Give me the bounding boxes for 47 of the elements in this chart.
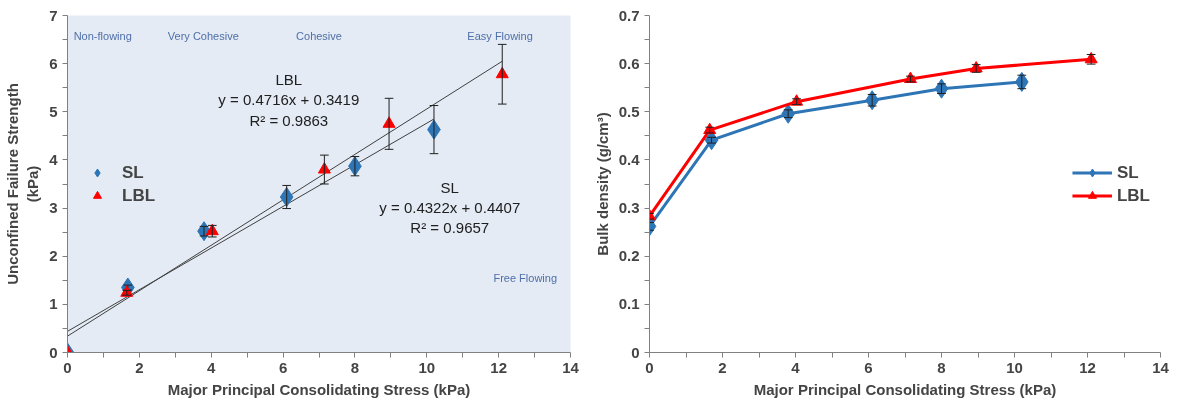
- x-tick-label: 12: [1079, 358, 1096, 376]
- annotation: LBL y = 0.4716x + 0.3419 R² = 0.9863: [218, 70, 360, 129]
- x-tick-label: 4: [791, 358, 801, 376]
- y-tick-label: 0.2: [618, 247, 640, 265]
- x-tick-label: 0: [63, 358, 72, 376]
- x-tick-label: 8: [937, 358, 946, 376]
- y-axis-title: Unconfined Failure Strength (kPa): [3, 83, 42, 285]
- y-tick-label: 0.1: [618, 295, 640, 313]
- y-tick-label: 2: [49, 247, 58, 265]
- annotation: Cohesive: [296, 29, 342, 42]
- y-tick-label: 4: [49, 150, 59, 168]
- x-axis-title: Major Principal Consolidating Stress (kPa): [167, 380, 471, 398]
- y-tick-label: 0.3: [618, 199, 640, 217]
- y-tick-label: 5: [49, 102, 58, 120]
- x-tick-label: 2: [135, 358, 144, 376]
- annotation: Easy Flowing: [467, 29, 533, 42]
- y-tick-label: 0.6: [618, 54, 640, 72]
- x-tick-label: 0: [645, 358, 654, 376]
- y-tick-label: 0: [631, 343, 640, 361]
- x-axis-title: Major Principal Consolidating Stress (kPa): [753, 380, 1057, 398]
- annotation: Free Flowing: [493, 272, 558, 285]
- x-tick-label: 14: [1152, 358, 1170, 376]
- annotation: Non-flowing: [73, 29, 132, 42]
- x-tick-label: 8: [350, 358, 360, 376]
- y-tick-label: 1: [49, 295, 58, 313]
- y-tick-label: 7: [49, 6, 58, 24]
- legend-label: LBL: [1116, 185, 1150, 205]
- x-tick-label: 10: [1006, 358, 1023, 376]
- y-tick-label: 0.7: [618, 6, 640, 24]
- y-tick-label: 3: [49, 199, 58, 217]
- x-tick-label: 12: [490, 358, 507, 376]
- annotation: Very Cohesive: [167, 29, 239, 42]
- legend-label: SL: [1116, 162, 1139, 182]
- legend-label: LBL: [122, 185, 156, 205]
- y-tick-label: 6: [49, 54, 58, 72]
- x-tick-label: 10: [418, 358, 436, 376]
- y-axis-title: Bulk density (g/cm³): [593, 112, 611, 256]
- legend-label: SL: [122, 162, 144, 182]
- y-tick-label: 0.5: [618, 102, 640, 120]
- annotation: SL y = 0.4322x + 0.4407 R² = 0.9657: [379, 178, 521, 237]
- y-tick-label: 0: [49, 343, 58, 361]
- x-tick-label: 14: [562, 358, 580, 376]
- x-tick-label: 4: [207, 358, 217, 376]
- x-tick-label: 6: [864, 358, 873, 376]
- x-tick-label: 6: [278, 358, 288, 376]
- y-tick-label: 0.4: [618, 150, 641, 168]
- x-tick-label: 2: [718, 358, 727, 376]
